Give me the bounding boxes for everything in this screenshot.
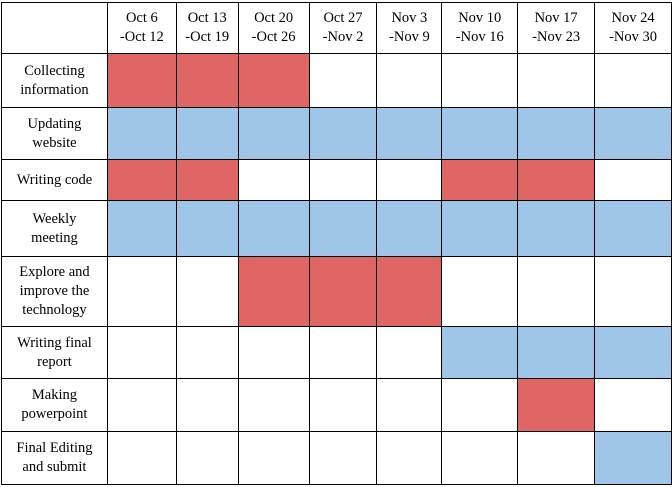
schedule-cell-empty (594, 378, 672, 432)
schedule-cell-empty (175, 256, 239, 327)
schedule-cell-red (376, 256, 443, 327)
schedule-cell-empty (441, 431, 519, 485)
task-row: Writing code (1, 159, 672, 201)
task-row: Updating website (1, 107, 672, 160)
task-row: Final Editing and submit (1, 431, 672, 485)
task-label: Making powerpoint (21, 387, 88, 422)
schedule-cell-empty (237, 431, 310, 485)
schedule-cell-blue (376, 200, 443, 257)
schedule-cell-empty (237, 378, 310, 432)
schedule-cell-empty (308, 159, 378, 201)
task-label-cell: Weekly meeting (1, 200, 108, 257)
schedule-cell-red (106, 159, 177, 201)
schedule-cell-empty (441, 256, 519, 327)
task-label: Writing final report (17, 334, 92, 370)
schedule-cell-blue (175, 107, 239, 160)
schedule-cell-empty (376, 326, 443, 379)
schedule-cell-red (237, 256, 310, 327)
schedule-cell-empty (594, 159, 672, 201)
header-row: Oct 6 -Oct 12 Oct 13 -Oct 19 Oct 20 -Oct… (1, 2, 672, 54)
schedule-cell-blue (594, 107, 672, 160)
task-label: Updating website (27, 115, 82, 151)
schedule-cell-blue (308, 107, 378, 160)
task-row: Writing final report (1, 326, 672, 379)
schedule-cell-empty (517, 431, 596, 485)
schedule-cell-empty (594, 256, 672, 327)
schedule-cell-blue (106, 107, 177, 160)
week-header: Oct 13 -Oct 19 (175, 2, 239, 54)
schedule-cell-red (175, 159, 239, 201)
schedule-cell-red (175, 53, 239, 108)
task-label: Explore and improve the technology (19, 264, 90, 318)
task-label-cell: Collecting information (1, 53, 108, 108)
task-row: Weekly meeting (1, 200, 672, 257)
schedule-cell-empty (237, 326, 310, 379)
task-row: Explore and improve the technology (1, 256, 672, 327)
schedule-cell-red (308, 256, 378, 327)
schedule-cell-red (441, 159, 519, 201)
schedule-cell-empty (308, 431, 378, 485)
schedule-cell-red (517, 159, 596, 201)
schedule-cell-blue (237, 200, 310, 257)
schedule-cell-blue (376, 107, 443, 160)
schedule-cell-empty (517, 53, 596, 108)
task-row: Collecting information (1, 53, 672, 108)
schedule-cell-blue (308, 200, 378, 257)
corner-cell (1, 2, 108, 54)
schedule-cell-blue (441, 326, 519, 379)
week-header: Oct 27 -Nov 2 (308, 2, 378, 54)
schedule-cell-empty (441, 378, 519, 432)
schedule-cell-empty (237, 159, 310, 201)
task-label-cell: Writing code (1, 159, 108, 201)
schedule-cell-red (237, 53, 310, 108)
week-header: Nov 24 -Nov 30 (594, 2, 672, 54)
schedule-cell-blue (594, 200, 672, 257)
schedule-cell-empty (376, 53, 443, 108)
schedule-cell-empty (376, 378, 443, 432)
schedule-cell-blue (106, 200, 177, 257)
schedule-cell-empty (308, 378, 378, 432)
schedule-cell-empty (175, 326, 239, 379)
schedule-cell-empty (594, 53, 672, 108)
task-label-cell: Final Editing and submit (1, 431, 108, 485)
schedule-cell-blue (237, 107, 310, 160)
schedule-cell-empty (175, 378, 239, 432)
schedule-cell-empty (308, 53, 378, 108)
week-header: Oct 20 -Oct 26 (237, 2, 310, 54)
week-header: Nov 10 -Nov 16 (441, 2, 519, 54)
task-label-cell: Explore and improve the technology (1, 256, 108, 327)
week-header: Nov 17 -Nov 23 (517, 2, 596, 54)
schedule-cell-red (517, 378, 596, 432)
task-label-cell: Making powerpoint (1, 378, 108, 432)
schedule-cell-blue (441, 200, 519, 257)
schedule-cell-red (106, 53, 177, 108)
schedule-cell-blue (175, 200, 239, 257)
task-label: Collecting information (20, 62, 89, 98)
schedule-cell-blue (594, 431, 672, 485)
schedule-cell-empty (376, 159, 443, 201)
schedule-cell-empty (106, 378, 177, 432)
schedule-cell-empty (175, 431, 239, 485)
task-label-cell: Updating website (1, 107, 108, 160)
week-header: Nov 3 -Nov 9 (376, 2, 443, 54)
schedule-cell-empty (308, 326, 378, 379)
task-row: Making powerpoint (1, 378, 672, 432)
schedule-cell-empty (106, 256, 177, 327)
schedule-cell-empty (441, 53, 519, 108)
schedule-cell-blue (594, 326, 672, 379)
schedule-cell-empty (106, 326, 177, 379)
task-label: Final Editing and submit (16, 440, 93, 475)
schedule-cell-empty (106, 431, 177, 485)
schedule-cell-blue (517, 326, 596, 379)
task-label-cell: Writing final report (1, 326, 108, 379)
schedule-cell-empty (517, 256, 596, 327)
schedule-cell-blue (441, 107, 519, 160)
task-label: Weekly meeting (31, 210, 78, 246)
schedule-cell-blue (517, 200, 596, 257)
schedule-cell-blue (517, 107, 596, 160)
week-header: Oct 6 -Oct 12 (106, 2, 177, 54)
schedule-cell-empty (376, 431, 443, 485)
task-label: Writing code (16, 171, 93, 188)
